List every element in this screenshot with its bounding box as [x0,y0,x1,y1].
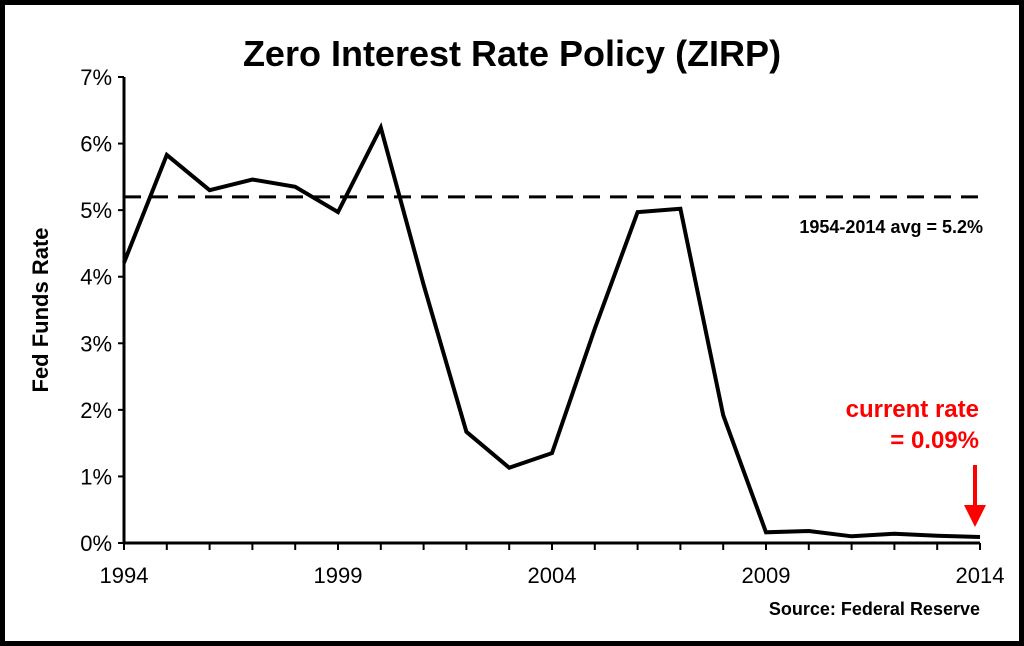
y-tick-label: 3% [80,331,112,356]
y-tick-label: 5% [80,198,112,223]
axes: 0% 1% 2% 3% 4% 5% 6% 7% 1994 1999 2004 2009 2014 [80,65,1004,588]
series-group [122,122,981,539]
current-rate-label: current rate [846,396,979,423]
series-line [122,122,981,539]
average-label: 1954-2014 avg = 5.2% [799,217,983,237]
x-tick-label: 1999 [314,563,363,588]
y-tick-label: 1% [80,464,112,489]
y-axis-label: Fed Funds Rate [28,227,53,392]
y-tick-label: 4% [80,265,112,290]
x-tick-label: 1994 [100,563,149,588]
chart-title: Zero Interest Rate Policy (ZIRP) [243,33,781,74]
x-tick-label: 2009 [742,563,791,588]
y-tick-label: 2% [80,398,112,423]
y-tick-label: 0% [80,531,112,556]
y-tick-label: 6% [80,132,112,157]
current-rate-value: = 0.09% [890,427,979,454]
current-rate-arrow-icon [964,465,986,528]
source-label: Source: Federal Reserve [769,599,980,619]
x-tick-label: 2004 [528,563,577,588]
y-tick-label: 7% [80,65,112,90]
x-tick-label: 2014 [956,563,1005,588]
arrow-head [964,505,986,528]
